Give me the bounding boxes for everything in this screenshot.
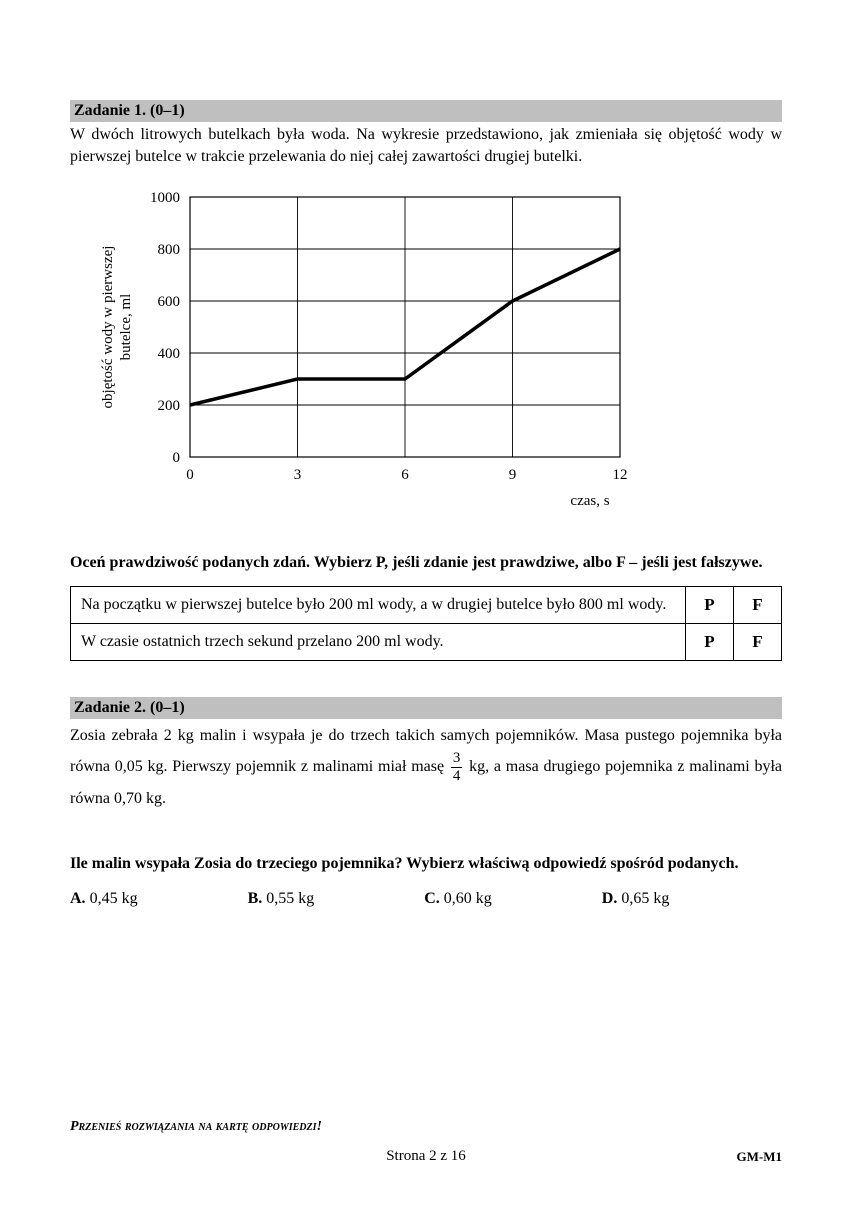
footer-note: Przenieś rozwiązania na kartę odpowiedzi… — [70, 1119, 322, 1135]
statement-cell: W czasie ostatnich trzech sekund przelan… — [71, 623, 686, 660]
svg-text:3: 3 — [294, 467, 302, 483]
page-code: GM-M1 — [737, 1149, 782, 1165]
task2-question: Ile malin wsypała Zosia do trzeciego poj… — [70, 853, 782, 875]
option-a-text: 0,45 kg — [90, 890, 138, 907]
task2-header: Zadanie 2. (0–1) — [70, 697, 782, 719]
task1-pf-table: Na początku w pierwszej butelce było 200… — [70, 586, 782, 661]
option-c[interactable]: C. 0,60 kg — [424, 890, 492, 908]
svg-text:0: 0 — [186, 467, 194, 483]
svg-text:9: 9 — [509, 467, 517, 483]
fraction-numerator: 3 — [451, 751, 463, 768]
svg-text:600: 600 — [158, 294, 181, 310]
answer-p[interactable]: P — [686, 623, 734, 660]
answer-p[interactable]: P — [686, 586, 734, 623]
svg-text:1000: 1000 — [150, 190, 180, 206]
task1-header: Zadanie 1. (0–1) — [70, 100, 782, 122]
option-c-text: 0,60 kg — [444, 890, 492, 907]
task2-intro: Zosia zebrała 2 kg malin i wsypała je do… — [70, 721, 782, 815]
fraction: 3 4 — [451, 751, 463, 784]
task1-instruction: Oceń prawdziwość podanych zdań. Wybierz … — [70, 552, 782, 574]
svg-text:czas, s: czas, s — [570, 493, 609, 509]
option-d[interactable]: D. 0,65 kg — [602, 890, 670, 908]
svg-text:400: 400 — [158, 346, 181, 362]
fraction-denominator: 4 — [451, 768, 463, 784]
page-number: Strona 2 z 16 — [70, 1148, 782, 1165]
task1-chart: 0 3 6 9 12 0 200 400 600 800 1000 czas, s objętość w… — [80, 187, 782, 522]
task1-intro: W dwóch litrowych butelkach była woda. N… — [70, 124, 782, 167]
line-chart-svg: 0 3 6 9 12 0 200 400 600 800 1000 czas, s objętość w… — [80, 187, 640, 517]
answer-f[interactable]: F — [734, 623, 782, 660]
svg-text:6: 6 — [401, 467, 409, 483]
svg-text:800: 800 — [158, 242, 181, 258]
exam-page: Zadanie 1. (0–1) W dwóch litrowych butel… — [0, 0, 852, 1205]
option-d-text: 0,65 kg — [621, 890, 669, 907]
svg-text:0: 0 — [173, 450, 181, 466]
option-b-text: 0,55 kg — [266, 890, 314, 907]
statement-cell: Na początku w pierwszej butelce było 200… — [71, 586, 686, 623]
svg-text:200: 200 — [158, 398, 181, 414]
option-b[interactable]: B. 0,55 kg — [248, 890, 315, 908]
task2-options: A. 0,45 kg B. 0,55 kg C. 0,60 kg D. 0,65… — [70, 890, 782, 908]
svg-text:objętość wody w pierwszejbutel: objętość wody w pierwszejbutelce, ml — [100, 246, 134, 409]
answer-f[interactable]: F — [734, 586, 782, 623]
table-row: Na początku w pierwszej butelce było 200… — [71, 586, 782, 623]
table-row: W czasie ostatnich trzech sekund przelan… — [71, 623, 782, 660]
svg-text:12: 12 — [613, 467, 628, 483]
option-a[interactable]: A. 0,45 kg — [70, 890, 138, 908]
spacer — [70, 825, 782, 853]
